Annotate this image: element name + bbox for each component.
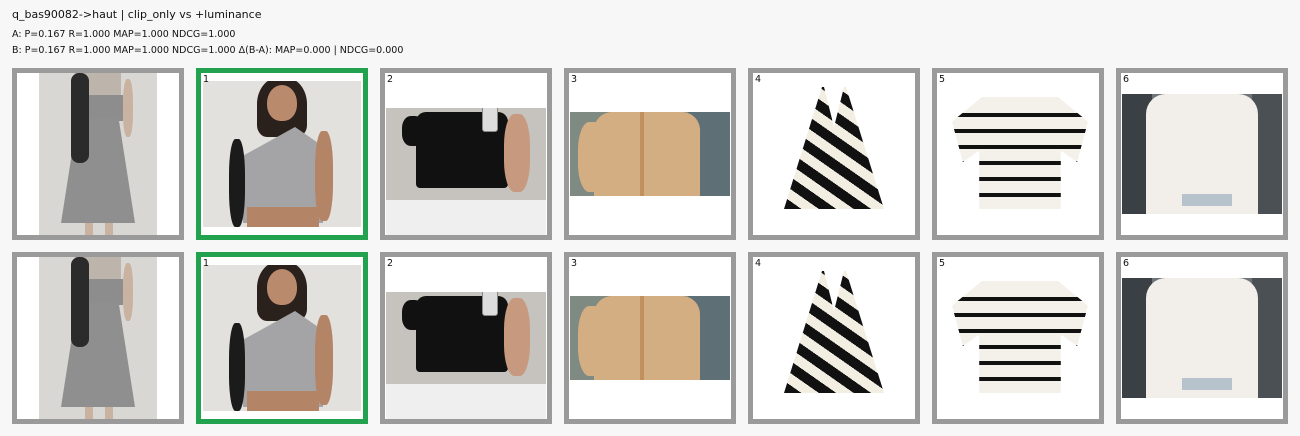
query-image-tile[interactable] xyxy=(12,252,184,424)
result-tile-2[interactable]: 2 xyxy=(380,68,552,240)
result-tile-5[interactable]: 5 xyxy=(932,68,1104,240)
results-row-b: 1 2 3 4 xyxy=(12,252,1292,424)
rank-label: 5 xyxy=(939,74,946,85)
rank-label: 6 xyxy=(1123,74,1130,85)
result-photo xyxy=(938,261,1098,415)
result-tile-3[interactable]: 3 xyxy=(564,68,736,240)
rank-label: 4 xyxy=(755,74,762,85)
result-tile-4[interactable]: 4 xyxy=(748,252,920,424)
result-tile-6[interactable]: 6 xyxy=(1116,252,1288,424)
metrics-run-a: A: P=0.167 R=1.000 MAP=1.000 NDCG=1.000 xyxy=(12,29,236,40)
result-photo xyxy=(570,112,730,196)
result-tile-4[interactable]: 4 xyxy=(748,68,920,240)
query-skirt-photo xyxy=(39,257,157,419)
rank-label: 3 xyxy=(571,74,578,85)
result-tile-5[interactable]: 5 xyxy=(932,252,1104,424)
rank-label: 5 xyxy=(939,258,946,269)
rank-label: 1 xyxy=(203,258,210,269)
result-photo xyxy=(570,296,730,380)
result-tile-1[interactable]: 1 xyxy=(196,68,368,240)
rank-label: 3 xyxy=(571,258,578,269)
result-photo xyxy=(203,81,361,227)
result-tile-3[interactable]: 3 xyxy=(564,252,736,424)
result-photo xyxy=(386,292,546,384)
result-photo xyxy=(754,261,914,413)
rank-label: 6 xyxy=(1123,258,1130,269)
result-photo xyxy=(386,108,546,200)
result-tile-6[interactable]: 6 xyxy=(1116,68,1288,240)
page-title: q_bas90082->haut | clip_only vs +luminan… xyxy=(12,8,262,21)
query-image-tile[interactable] xyxy=(12,68,184,240)
results-row-a: 1 2 3 4 xyxy=(12,68,1292,240)
result-photo xyxy=(203,265,361,411)
result-photo xyxy=(1122,94,1282,214)
rank-label: 2 xyxy=(387,74,394,85)
result-tile-1[interactable]: 1 xyxy=(196,252,368,424)
query-skirt-photo xyxy=(39,73,157,235)
rank-label: 1 xyxy=(203,74,210,85)
result-photo xyxy=(1122,278,1282,398)
rank-label: 2 xyxy=(387,258,394,269)
rank-label: 4 xyxy=(755,258,762,269)
metrics-run-b: B: P=0.167 R=1.000 MAP=1.000 NDCG=1.000 … xyxy=(12,45,404,56)
result-tile-2[interactable]: 2 xyxy=(380,252,552,424)
result-photo xyxy=(938,77,1098,231)
result-photo xyxy=(754,77,914,229)
